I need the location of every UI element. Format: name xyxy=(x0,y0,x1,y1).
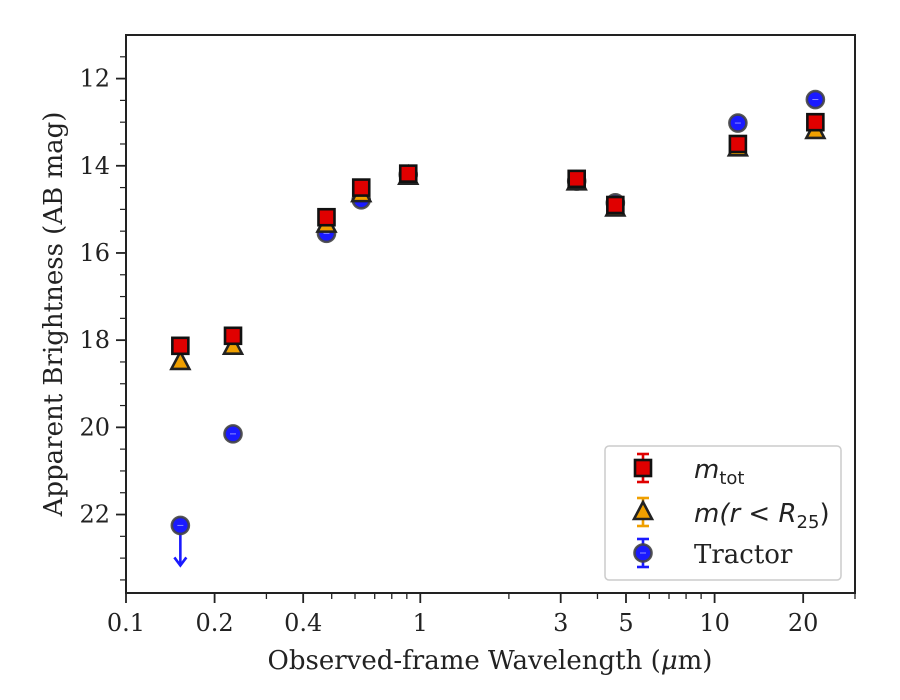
x-tick-label: 20 xyxy=(788,609,819,637)
y-axis-label: Apparent Brightness (AB mag) xyxy=(39,112,69,518)
data-point-tractor xyxy=(170,515,191,536)
y-tick-label: 22 xyxy=(79,501,110,529)
data-point-mtot xyxy=(398,164,418,183)
data-point-tractor xyxy=(728,113,748,133)
data-point-mtot xyxy=(351,178,371,197)
data-point-mr25 xyxy=(221,333,245,355)
x-tick-label: 0.2 xyxy=(196,609,234,637)
data-point-tractor xyxy=(805,89,826,110)
data-point-tractor xyxy=(223,424,243,444)
legend-entry-mr25: m(r < R25) xyxy=(694,499,830,533)
legend-entry-tractor: Tractor xyxy=(694,540,793,570)
legend-entry-mtot: mtot xyxy=(694,455,744,489)
y-tick-label: 14 xyxy=(79,152,110,180)
data-point-mtot xyxy=(606,195,625,215)
data-point-mtot xyxy=(806,112,825,132)
triangle-marker xyxy=(631,499,655,521)
x-tick-label: 0.1 xyxy=(107,609,145,637)
y-tick-label: 12 xyxy=(79,65,110,93)
legend: mtot m(r < R25) Tractor xyxy=(604,445,842,581)
x-tick-label: 1 xyxy=(413,609,428,637)
x-tick-label: 5 xyxy=(618,609,633,637)
x-tick-label: 10 xyxy=(699,609,730,637)
y-tick-label: 16 xyxy=(79,239,110,267)
data-point-mr25 xyxy=(169,349,192,371)
y-tick-label: 20 xyxy=(79,413,110,441)
data-point-mtot xyxy=(223,326,243,346)
legend-marker-mr25 xyxy=(631,499,655,521)
y-tick-label: 18 xyxy=(79,326,110,354)
plot-frame xyxy=(125,34,856,594)
legend-markers xyxy=(631,452,655,569)
triangle-marker xyxy=(221,333,245,355)
data-point-mtot xyxy=(728,134,748,154)
legend-marker-tractor xyxy=(633,543,653,563)
data-point-mtot xyxy=(567,169,587,189)
upper-limit-arrowhead xyxy=(173,556,188,568)
data-layer xyxy=(169,89,827,568)
x-tick-label: 3 xyxy=(553,609,568,637)
data-point-mtot xyxy=(317,207,336,227)
x-axis-label: Observed-frame Wavelength (μm) xyxy=(268,646,713,676)
data-point-mtot xyxy=(171,336,190,356)
legend-marker-mtot xyxy=(633,458,653,478)
ticks-layer: 0.1 0.2 0.4 1 3 5 10 20 12 14 16 18 20 22 xyxy=(79,56,856,637)
x-tick-label: 0.4 xyxy=(284,609,322,637)
triangle-marker xyxy=(169,349,192,371)
legend-box xyxy=(604,445,842,581)
